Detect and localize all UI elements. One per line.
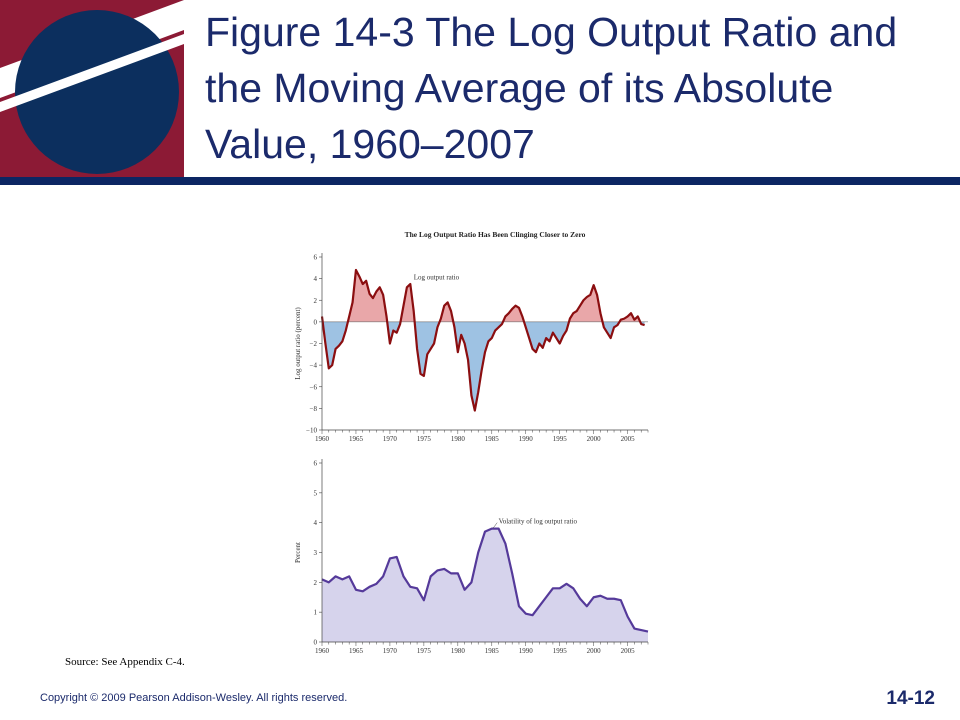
y-tick-label: 0 [314, 639, 318, 647]
x-tick-label: 1980 [451, 647, 466, 655]
x-tick-label: 1990 [519, 647, 534, 655]
area-fill-positive [322, 269, 645, 322]
y-tick-label: 2 [314, 297, 318, 305]
y-tick-label: 0 [314, 318, 318, 326]
figure-charts: The Log Output Ratio Has Been Clinging C… [294, 230, 649, 655]
y-tick-label: −8 [310, 405, 318, 413]
x-tick-label: 1975 [417, 647, 432, 655]
x-tick-label: 1990 [519, 435, 534, 443]
x-tick-label: 2005 [621, 647, 636, 655]
x-tick-label: 1960 [315, 647, 330, 655]
x-tick-label: 1980 [451, 435, 466, 443]
series-annotation: Volatility of log output ratio [499, 518, 578, 526]
x-tick-label: 1995 [553, 647, 568, 655]
x-tick-label: 1965 [349, 647, 364, 655]
slide-title: Figure 14-3 The Log Output Ratio and the… [205, 9, 898, 167]
x-tick-label: 2005 [621, 435, 636, 443]
slide-number: 14-12 [886, 688, 935, 709]
title-rule [0, 177, 960, 185]
series-annotation: Log output ratio [414, 274, 460, 282]
y-tick-label: 3 [314, 549, 318, 557]
y-tick-label: −6 [310, 383, 318, 391]
y-axis-label: Percent [294, 542, 302, 563]
x-tick-label: 1965 [349, 435, 364, 443]
series-line-volatility [321, 527, 649, 633]
x-tick-label: 2000 [587, 435, 602, 443]
source-note: Source: See Appendix C-4. [65, 656, 185, 668]
area-fill-volatility [322, 528, 648, 642]
x-tick-label: 1995 [553, 435, 568, 443]
y-tick-label: −2 [310, 340, 318, 348]
y-tick-label: 2 [314, 579, 318, 587]
y-tick-label: 1 [314, 609, 318, 617]
y-tick-label: 4 [314, 519, 318, 527]
x-tick-label: 2000 [587, 647, 602, 655]
x-tick-label: 1975 [417, 435, 432, 443]
y-tick-label: 6 [314, 460, 318, 468]
y-tick-label: 5 [314, 489, 318, 497]
chart-title: The Log Output Ratio Has Been Clinging C… [405, 230, 586, 239]
y-tick-label: 6 [314, 254, 318, 262]
series-line-log-output-ratio [320, 268, 645, 412]
y-axis-label: Log output ratio (percent) [294, 307, 302, 380]
x-tick-label: 1960 [315, 435, 330, 443]
x-tick-label: 1970 [383, 435, 398, 443]
logo-graphic [0, 0, 184, 178]
copyright-text: Copyright © 2009 Pearson Addison-Wesley.… [40, 692, 348, 704]
y-tick-label: −10 [306, 427, 317, 435]
x-tick-label: 1985 [485, 647, 500, 655]
y-tick-label: 4 [314, 275, 318, 283]
logo-band-stripe [0, 34, 184, 112]
x-tick-label: 1985 [485, 435, 500, 443]
annotation-leader [492, 522, 498, 529]
x-tick-label: 1970 [383, 647, 398, 655]
y-tick-label: −4 [310, 362, 318, 370]
